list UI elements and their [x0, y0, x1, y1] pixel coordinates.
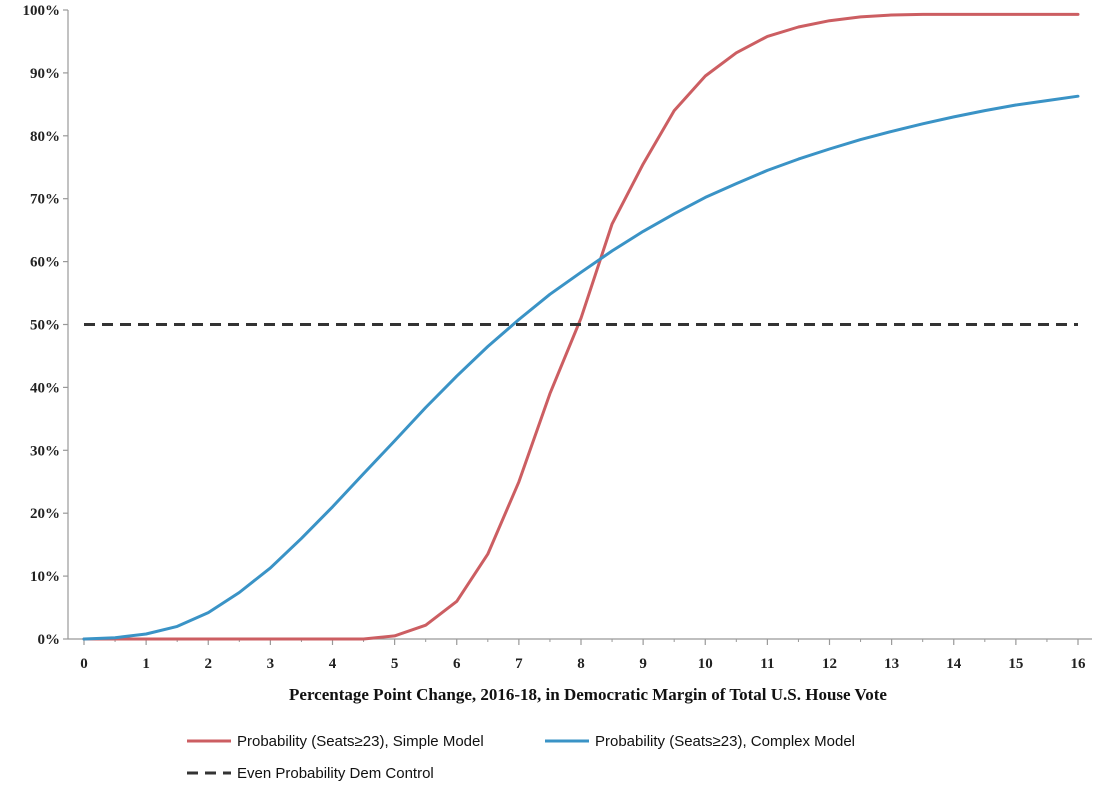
series-line-0 — [82, 12, 1080, 641]
y-tick-label: 90% — [30, 66, 60, 82]
y-tick-label: 60% — [30, 255, 60, 271]
y-tick-label: 10% — [30, 569, 60, 585]
y-tick-label: 70% — [30, 192, 60, 208]
y-tick-label: 40% — [30, 380, 60, 396]
x-tick-label: 5 — [391, 656, 399, 672]
x-axis: 0 1 2 3 4 5 6 7 8 9 10 11 12 13 14 15 16 — [68, 638, 1092, 672]
y-tick-label: 30% — [30, 443, 60, 459]
x-tick-label: 3 — [267, 656, 275, 672]
legend-label-1: Probability (Seats≥23), Complex Model — [595, 733, 855, 750]
x-tick-label: 2 — [205, 656, 213, 672]
legend: Probability (Seats≥23), Simple Model Prob… — [187, 733, 855, 782]
x-axis-title: Percentage Point Change, 2016-18, in Dem… — [289, 685, 887, 704]
y-tick-label: 0% — [38, 632, 61, 648]
y-tick-label: 100% — [23, 3, 61, 19]
x-tick-label: 15 — [1008, 656, 1023, 672]
legend-label-0: Probability (Seats≥23), Simple Model — [237, 733, 484, 750]
series-line-1 — [82, 94, 1080, 641]
y-tick-label: 80% — [30, 129, 60, 145]
y-tick-label: 20% — [30, 506, 60, 522]
x-tick-label: 6 — [453, 656, 461, 672]
x-tick-label: 9 — [639, 656, 647, 672]
x-tick-label: 16 — [1071, 656, 1087, 672]
x-tick-label: 12 — [822, 656, 837, 672]
x-tick-label: 14 — [946, 656, 962, 672]
x-tick-label: 8 — [577, 656, 585, 672]
y-tick-label: 50% — [30, 318, 60, 334]
x-tick-label: 7 — [515, 656, 523, 672]
x-tick-label: 13 — [884, 656, 899, 672]
x-tick-label: 10 — [698, 656, 713, 672]
legend-label-2: Even Probability Dem Control — [237, 765, 434, 782]
series-lines — [82, 12, 1080, 641]
x-tick-label: 1 — [142, 656, 150, 672]
x-tick-label: 11 — [760, 656, 774, 672]
x-tick-label: 0 — [80, 656, 88, 672]
y-axis: 0% 10% 20% 30% 40% 50% 60% 70% 80% 90% 100% — [23, 3, 69, 648]
x-tick-label: 4 — [329, 656, 337, 672]
